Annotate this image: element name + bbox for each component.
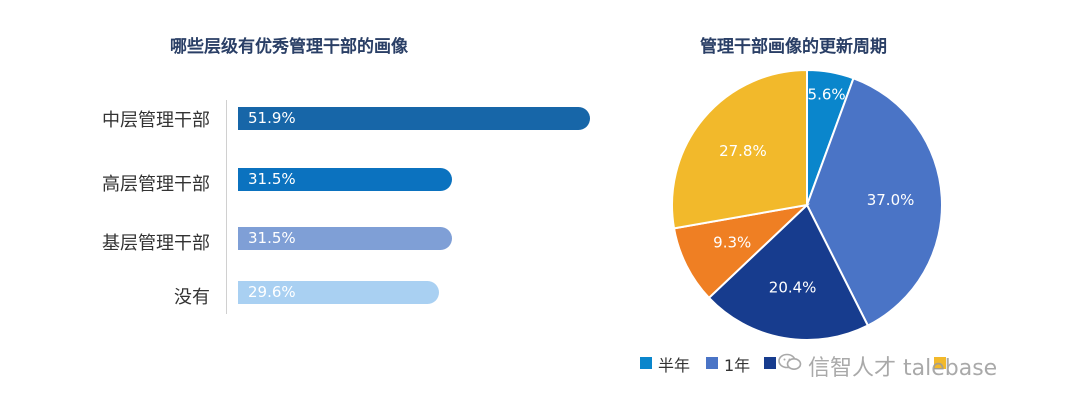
legend-swatch [764, 357, 776, 369]
bar: 31.5% [238, 168, 452, 191]
watermark: 信智人才 talebase [778, 350, 998, 382]
legend-label: 1年 [724, 356, 751, 375]
bar-label: 没有 [174, 287, 210, 308]
legend-swatch [640, 357, 652, 369]
watermark-text: 信智人才 talebase [808, 356, 998, 381]
legend-swatch [706, 357, 718, 369]
bar: 29.6% [238, 281, 439, 304]
bar: 51.9% [238, 107, 590, 130]
pie-slice-label: 9.3% [713, 234, 751, 252]
pie-slice [671, 68, 808, 230]
pie-slice [707, 203, 870, 341]
bar-label: 基层管理干部 [102, 233, 210, 254]
pie-chart: 5.6% 37.0% 20.4% 9.3% 27.8% [671, 68, 943, 341]
bar-value-label: 31.5% [248, 170, 296, 188]
pie-slice-label: 20.4% [769, 278, 817, 296]
wechat-icon [778, 353, 802, 370]
legend-label: 半年 [658, 356, 691, 375]
bar-value-label: 51.9% [248, 109, 296, 127]
pie-slice [805, 76, 943, 327]
bar-chart-axis [226, 100, 227, 314]
bar-value-label: 29.6% [248, 283, 296, 301]
pie-chart-title: 管理干部画像的更新周期 [700, 37, 887, 57]
legend-swatch [934, 357, 946, 369]
pie-slice-label: 37.0% [867, 191, 915, 209]
bar-chart-title: 哪些层级有优秀管理干部的画像 [170, 37, 408, 57]
bar-value-label: 31.5% [248, 229, 296, 247]
bar-label: 中层管理干部 [102, 110, 210, 131]
bar-label: 高层管理干部 [102, 174, 210, 195]
pie-slice [672, 203, 811, 300]
bar: 31.5% [238, 227, 452, 250]
pie-slice-label: 5.6% [808, 86, 846, 104]
pie-slice-label: 27.8% [719, 142, 767, 160]
